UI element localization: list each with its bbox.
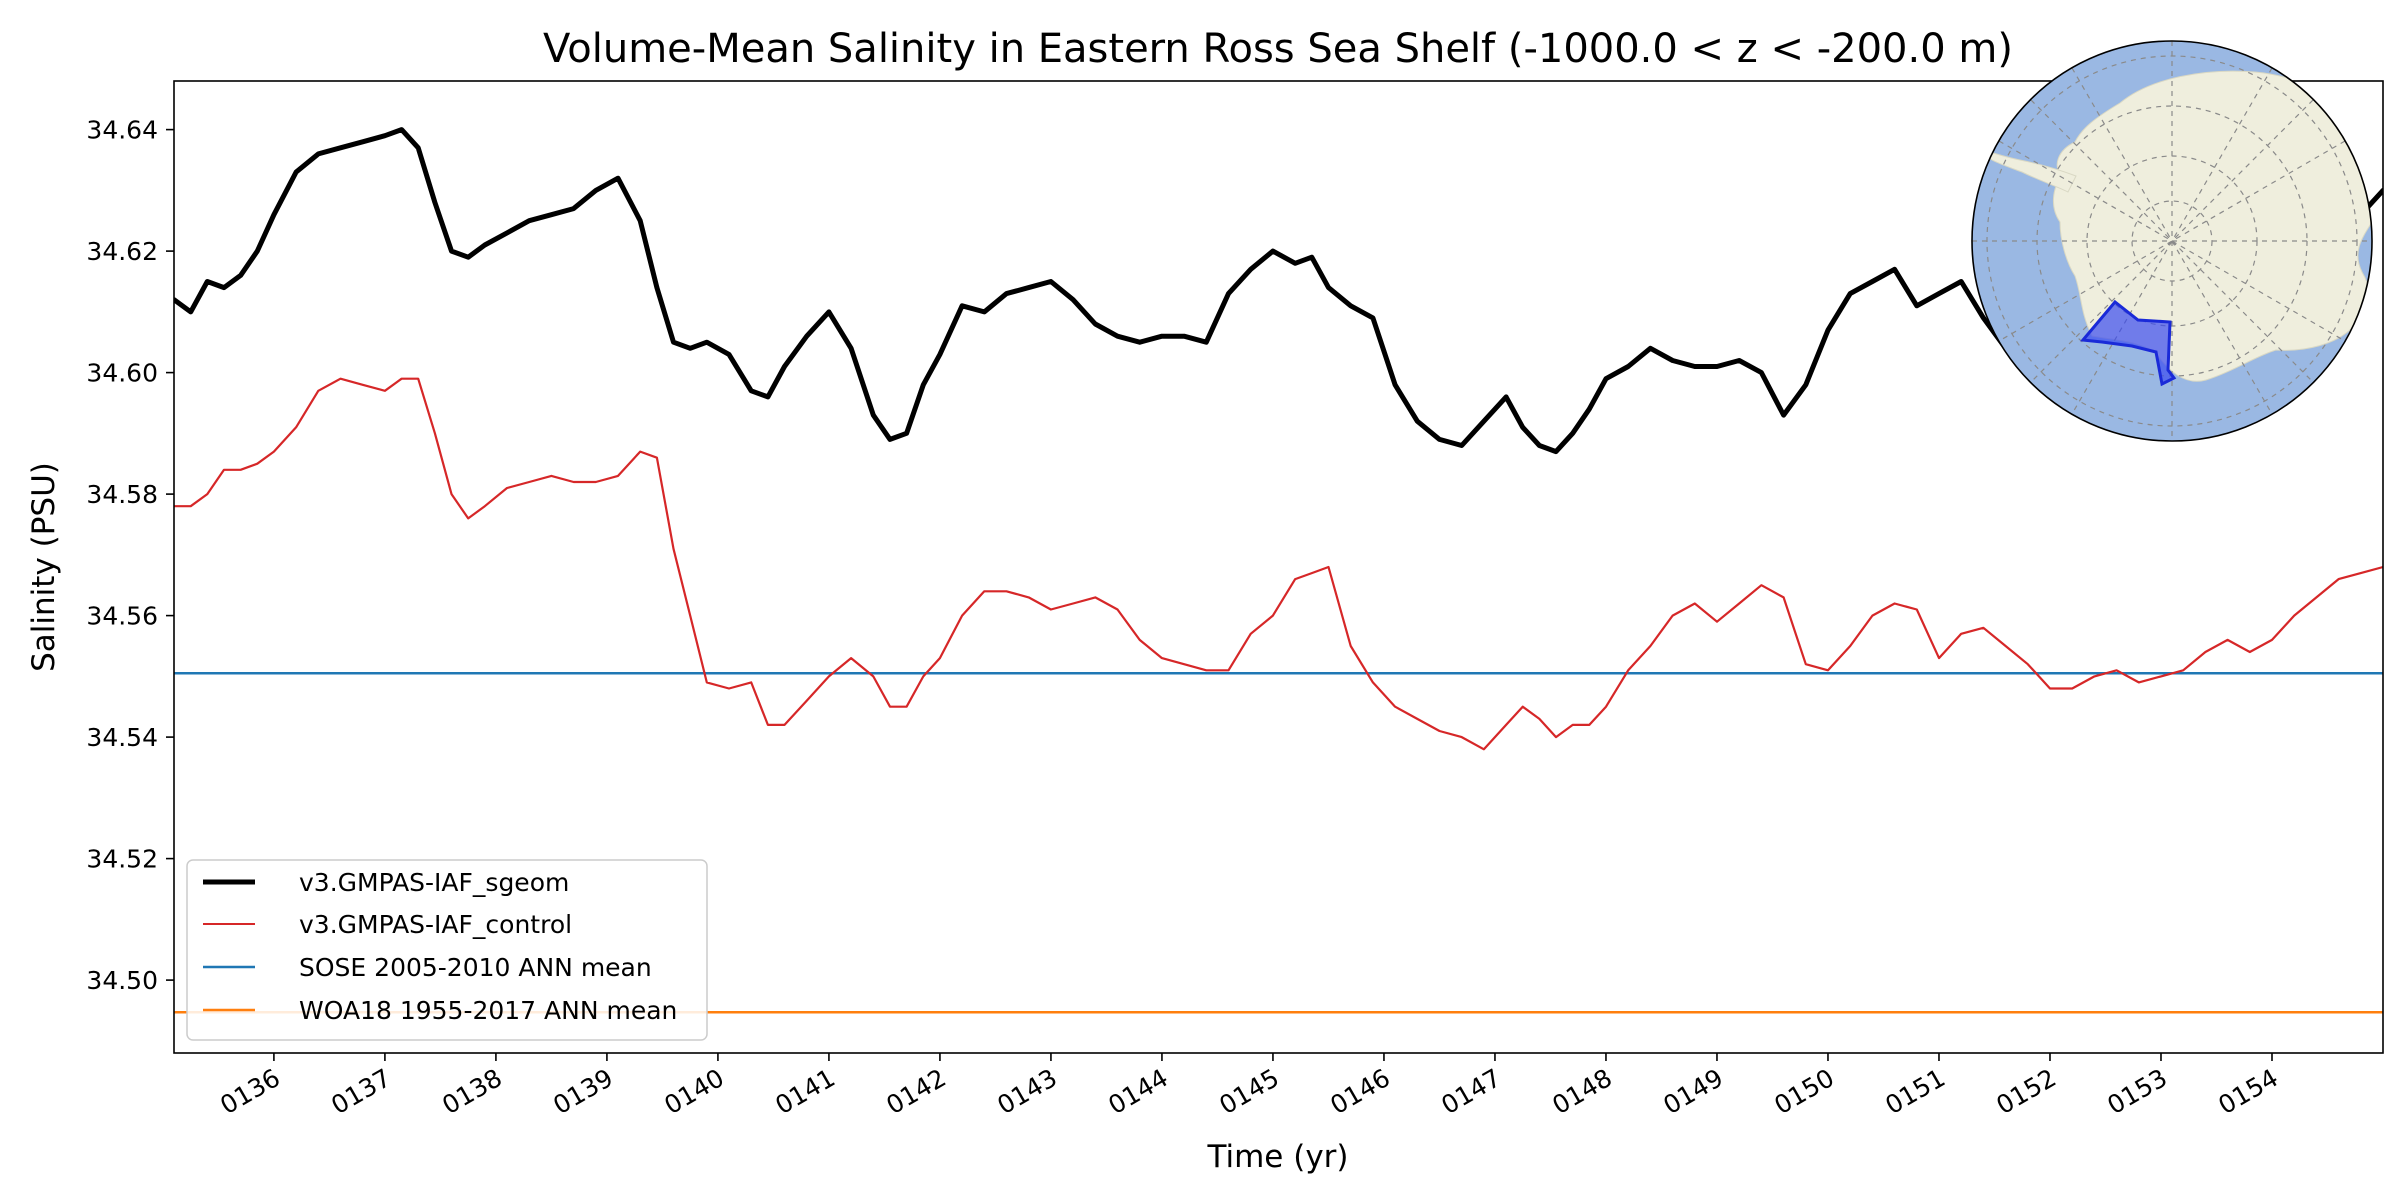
x-tick-label: 0145 [1214,1063,1284,1120]
legend: v3.GMPAS-IAF_sgeom v3.GMPAS-IAF_control … [186,859,708,1041]
plot-frame [173,80,2384,1054]
x-tick-label: 0142 [881,1063,951,1120]
series-line-sgeom [174,127,2383,455]
x-tick-label: 0146 [1325,1063,1395,1120]
map-border [1971,40,2373,442]
x-tick-label: 0151 [1880,1063,1950,1120]
x-tick-label: 0143 [992,1063,1062,1120]
x-tick-label: 0150 [1769,1063,1839,1120]
y-axis: 34.50 34.52 34.54 34.56 34.58 34.60 34.62 34.64 [86,116,174,995]
y-tick-label: 34.60 [86,359,158,388]
y-tick-label: 34.62 [86,237,158,266]
x-tick-label: 0153 [2102,1063,2172,1120]
x-tick-label: 0139 [548,1063,618,1120]
legend-label-sgeom: v3.GMPAS-IAF_sgeom [299,868,569,897]
x-tick-label: 0137 [326,1063,396,1120]
x-tick-label: 0149 [1658,1063,1728,1120]
y-tick-label: 34.54 [86,723,158,752]
series-line-control [174,377,2383,751]
y-tick-label: 34.64 [86,116,158,145]
y-tick-label: 34.58 [86,480,158,509]
map-ice-shelf-east [2368,150,2372,180]
x-tick-label: 0138 [437,1063,507,1120]
x-tick-label: 0144 [1103,1063,1173,1120]
x-axis-label: Time (yr) [1207,1139,1349,1175]
chart-title: Volume-Mean Salinity in Eastern Ross Sea… [543,26,2013,72]
x-tick-label: 0147 [1436,1063,1506,1120]
x-tick-label: 0136 [215,1063,285,1120]
y-tick-label: 34.52 [86,845,158,874]
legend-label-control: v3.GMPAS-IAF_control [299,910,572,939]
map-eastern-ross-sea-region [2080,299,2177,387]
legend-label-sose: SOSE 2005-2010 ANN mean [299,953,652,982]
legend-box [186,859,708,1041]
x-tick-label: 0152 [1991,1063,2061,1120]
x-axis: 0136 0137 0138 0139 0140 0141 0142 0143 0144 0145… [215,1053,2283,1120]
x-tick-label: 0148 [1547,1063,1617,1120]
x-tick-label: 0154 [2213,1063,2283,1120]
y-axis-label: Salinity (PSU) [26,462,62,672]
y-tick-label: 34.50 [86,966,158,995]
x-tick-label: 0141 [770,1063,840,1120]
legend-label-woa: WOA18 1955-2017 ANN mean [299,996,677,1025]
x-tick-label: 0140 [659,1063,729,1120]
y-tick-label: 34.56 [86,602,158,631]
antarctica-inset-map [1971,40,2373,442]
